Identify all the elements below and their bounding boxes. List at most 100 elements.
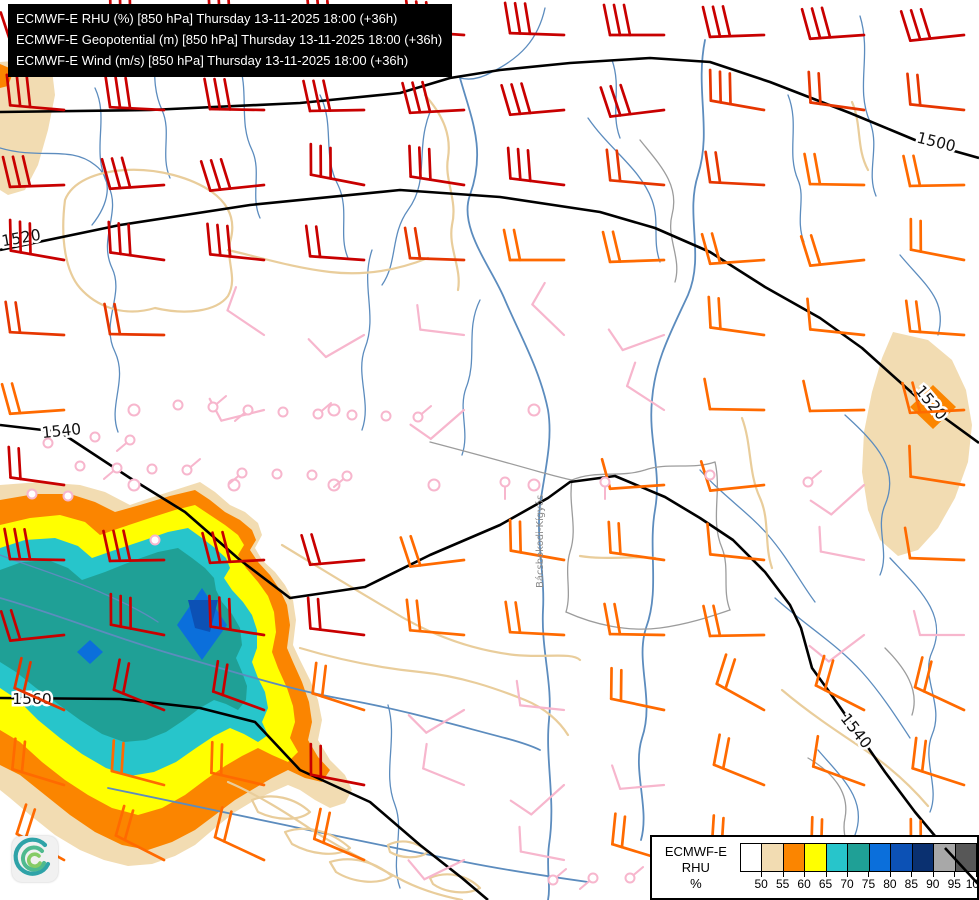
border xyxy=(62,168,234,313)
map-label-layer: Bácsbokodi-Kígyós xyxy=(534,495,546,588)
title-line-wind: ECMWF-E Wind (m/s) [850 hPa] Thursday 13… xyxy=(16,53,409,68)
rhu-region-70-75 xyxy=(0,548,247,742)
wind-barb xyxy=(610,764,666,790)
wind-barb xyxy=(818,525,866,562)
border xyxy=(298,646,570,737)
border-gray xyxy=(884,647,915,716)
border xyxy=(850,100,870,172)
wind-barb xyxy=(0,382,66,416)
legend-tick-mark xyxy=(975,872,977,877)
contour-label-1540: 1540 xyxy=(837,710,875,752)
legend-tick-label: 65 xyxy=(818,877,833,891)
border xyxy=(226,248,430,275)
wind-barb xyxy=(602,3,666,37)
calm-circle xyxy=(704,469,716,481)
wind-barb xyxy=(599,83,666,118)
swirl-icon xyxy=(13,837,51,876)
wind-barb xyxy=(107,220,166,262)
calm-wind-symbol xyxy=(327,478,341,492)
wind-barb xyxy=(508,518,566,562)
wind-barb xyxy=(309,142,366,187)
island xyxy=(386,840,430,859)
border-gray xyxy=(565,609,731,630)
legend-swatch xyxy=(848,844,870,871)
river xyxy=(844,414,891,576)
wind-barb xyxy=(901,381,966,415)
island xyxy=(283,827,352,855)
calm-circle-stem xyxy=(189,458,202,469)
legend-tick-mark xyxy=(889,872,891,877)
wind-barb xyxy=(902,154,966,188)
calm-circle xyxy=(599,476,611,488)
calm-circle xyxy=(74,460,86,472)
rhu-region-50-55 xyxy=(862,332,972,556)
provider-logo xyxy=(12,836,58,882)
wind-barb xyxy=(509,783,566,816)
legend-param: RHU xyxy=(681,860,710,875)
wind-barb xyxy=(504,600,566,637)
legend-model: ECMWF-E xyxy=(664,844,727,859)
wind-barb xyxy=(806,297,866,337)
river xyxy=(889,557,938,813)
wind-barb xyxy=(712,733,766,787)
wind-barb xyxy=(518,825,566,862)
calm-circle-stem xyxy=(233,411,246,422)
wind-barb xyxy=(811,734,866,787)
calm-circle xyxy=(380,410,392,422)
wind-barb xyxy=(503,1,566,37)
wind-barb xyxy=(625,361,666,412)
wind-barb xyxy=(112,658,166,712)
river xyxy=(319,94,349,259)
legend-tick-mark xyxy=(804,872,806,877)
wind-barb xyxy=(13,656,66,712)
contour-label-1560: 1560 xyxy=(12,690,51,708)
island xyxy=(328,858,394,883)
calm-circle-stem xyxy=(227,474,240,485)
calm-circle xyxy=(207,401,219,413)
wind-barb xyxy=(110,739,166,787)
colorbar-legend: ECMWF-E RHU % 50556065707580859095100 xyxy=(650,835,979,900)
borders-gray-layer xyxy=(429,139,915,881)
wind-barb xyxy=(609,666,666,712)
wind-barb xyxy=(11,737,66,787)
contour-line-1500 xyxy=(0,56,979,160)
border-gray xyxy=(639,139,678,283)
river xyxy=(0,147,108,226)
calm-wind-symbol xyxy=(527,478,541,492)
calm-circle xyxy=(242,404,254,416)
wind-barb xyxy=(904,299,966,337)
calm-circle-stem xyxy=(555,868,568,879)
wind-barb xyxy=(7,445,66,487)
wind-barb xyxy=(104,75,166,112)
wind-barb xyxy=(307,333,366,359)
calm-wind-symbol xyxy=(327,403,341,417)
legend-tick-label: 80 xyxy=(883,877,897,891)
river xyxy=(638,39,706,841)
wind-barb xyxy=(0,609,66,642)
wind-barb xyxy=(114,804,166,862)
wind-barb xyxy=(312,807,366,862)
legend-tick-label: 55 xyxy=(775,877,790,891)
wind-barb xyxy=(102,529,166,563)
wind-barb xyxy=(704,150,766,187)
calm-circle xyxy=(62,490,74,502)
legend-tick-label: 50 xyxy=(754,877,768,891)
wind-barb xyxy=(707,295,766,337)
legend-unit: % xyxy=(690,876,702,891)
wind-barb xyxy=(803,152,866,187)
legend-tick-mark xyxy=(932,872,934,877)
wind-barb xyxy=(226,286,266,337)
calm-circle xyxy=(172,399,184,411)
wind-barb xyxy=(407,858,466,881)
wind-barb xyxy=(607,520,666,562)
wind-barb xyxy=(799,234,866,267)
wind-barb xyxy=(208,594,266,637)
wind-barb xyxy=(703,377,766,412)
contour-line-1520 xyxy=(0,188,979,445)
wind-barb xyxy=(409,408,466,440)
calm-wind-symbol xyxy=(427,478,441,492)
wind-barb xyxy=(506,146,566,187)
wind-barb xyxy=(422,742,466,787)
legend-tick-mark xyxy=(825,872,827,877)
